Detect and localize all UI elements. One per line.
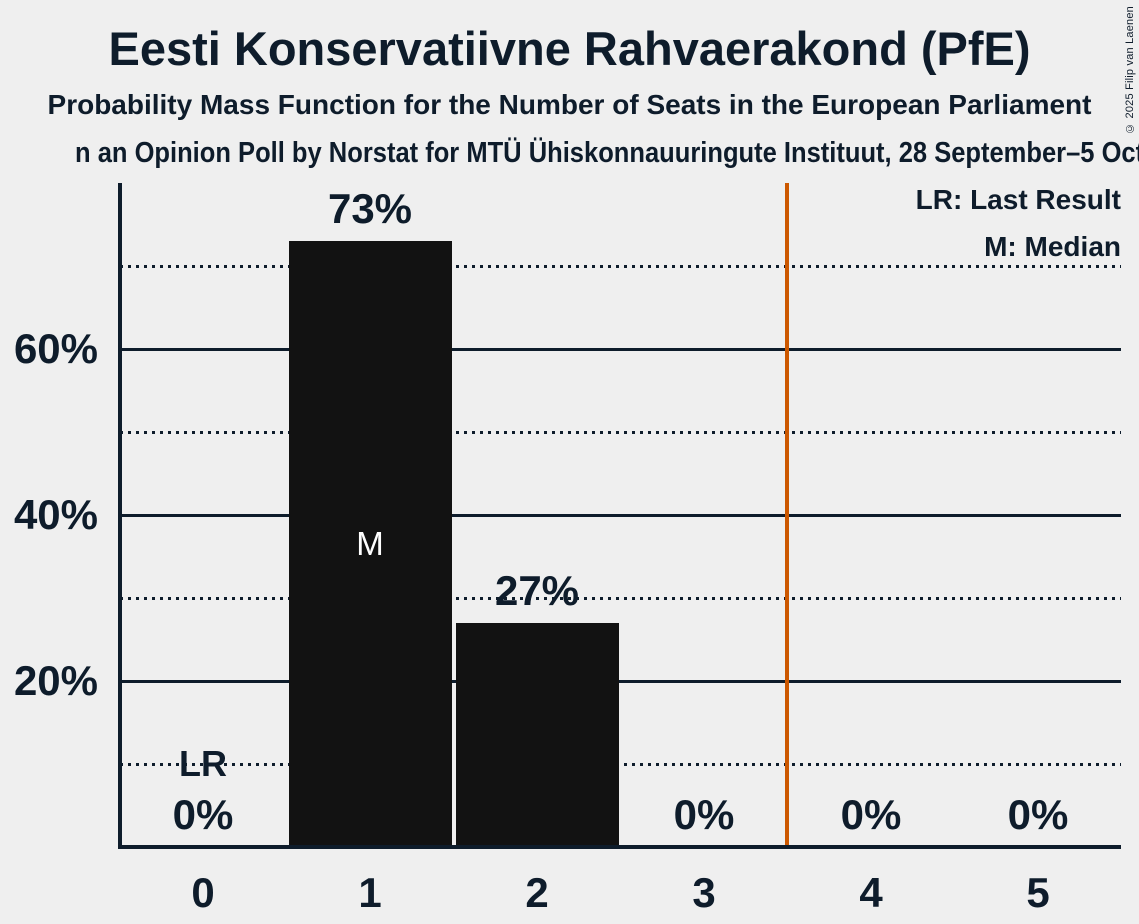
x-tick-label: 5 bbox=[1026, 869, 1050, 916]
bar-value-label: 27% bbox=[494, 567, 580, 614]
y-tick-label: 40% bbox=[13, 491, 98, 538]
source-line: n an Opinion Poll by Norstat for MTÜ Ühi… bbox=[0, 135, 1139, 171]
bar-value-label: 0% bbox=[673, 791, 735, 838]
gridline-dotted bbox=[120, 763, 1121, 766]
bar-value-label: 0% bbox=[172, 791, 234, 838]
gridline-solid bbox=[120, 348, 1121, 351]
last-result-marker: LR bbox=[179, 743, 227, 784]
legend-median: M: Median bbox=[984, 231, 1121, 262]
page-title: Eesti Konservatiivne Rahvaerakond (PfE) bbox=[108, 22, 1031, 75]
bar-value-label: 0% bbox=[840, 791, 902, 838]
x-tick-label: 3 bbox=[692, 869, 716, 916]
x-tick-label: 1 bbox=[358, 869, 382, 916]
legend-last-result: LR: Last Result bbox=[915, 184, 1121, 215]
x-tick-label: 4 bbox=[859, 869, 883, 916]
gridline-dotted bbox=[120, 265, 1121, 268]
gridline-dotted bbox=[120, 597, 1121, 600]
gridline-solid bbox=[120, 680, 1121, 683]
bar-value-label: 73% bbox=[327, 185, 413, 232]
x-tick-label: 0 bbox=[191, 869, 215, 916]
bar bbox=[456, 623, 619, 847]
last-result-line bbox=[785, 183, 789, 847]
median-marker: M bbox=[356, 525, 384, 562]
x-tick-label: 2 bbox=[525, 869, 549, 916]
gridline-solid bbox=[120, 514, 1121, 517]
chart-subtitle: Probability Mass Function for the Number… bbox=[47, 89, 1092, 120]
x-axis bbox=[118, 845, 1121, 849]
y-tick-label: 20% bbox=[13, 657, 98, 704]
bar bbox=[289, 241, 452, 847]
bar-value-label: 0% bbox=[1007, 791, 1069, 838]
gridline-dotted bbox=[120, 431, 1121, 434]
y-tick-label: 60% bbox=[13, 325, 98, 372]
y-axis bbox=[118, 183, 122, 849]
source-line-text: n an Opinion Poll by Norstat for MTÜ Ühi… bbox=[75, 137, 1139, 169]
